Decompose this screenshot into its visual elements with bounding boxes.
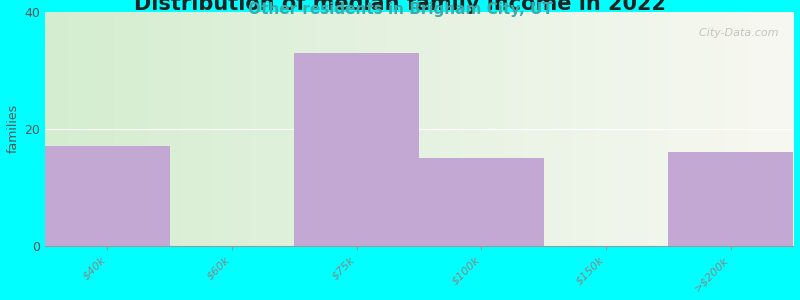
Bar [45,146,170,246]
Text: Distribution of median family income in 2022: Distribution of median family income in … [134,0,666,14]
Text: Other residents in Brigham City, UT: Other residents in Brigham City, UT [247,2,553,17]
Text: City-Data.com: City-Data.com [691,28,778,38]
Bar [419,158,544,246]
Bar [294,53,419,246]
Bar [668,152,793,246]
Y-axis label: families: families [7,104,20,153]
